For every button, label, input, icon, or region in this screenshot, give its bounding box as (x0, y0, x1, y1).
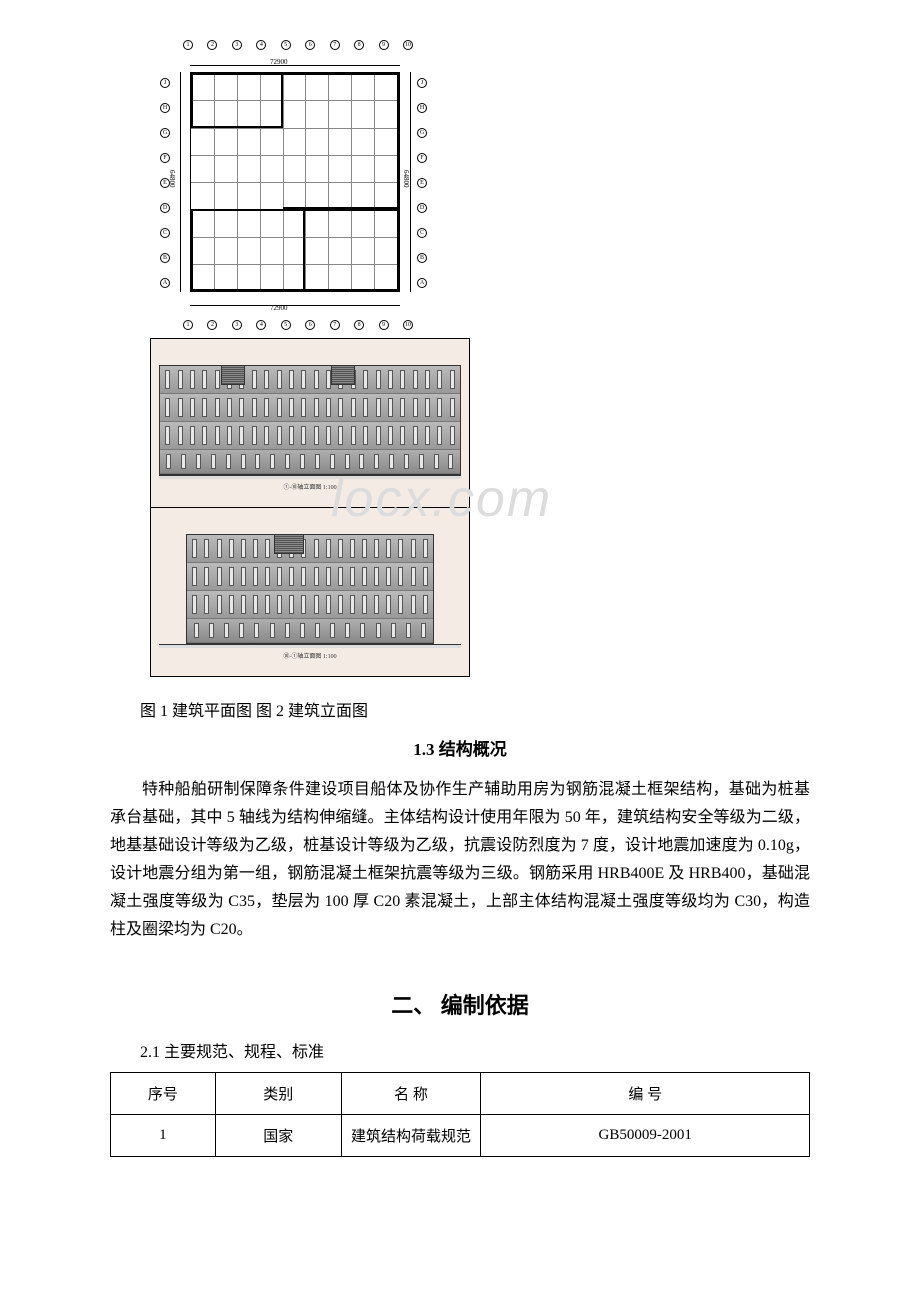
dim-line (180, 72, 181, 292)
axis-letter: F (160, 153, 170, 163)
ground-line (159, 644, 461, 648)
col-header-code: 编 号 (481, 1073, 810, 1115)
axis-num: 10 (403, 320, 413, 330)
axis-letter: B (417, 253, 427, 263)
axis-letter: J (160, 78, 170, 88)
axis-num: 2 (207, 40, 217, 50)
floor-row-ground (160, 450, 460, 474)
axis-letter: J (417, 78, 427, 88)
axis-num: 8 (354, 40, 364, 50)
elevation-caption: ①-⑩轴立面图 1:100 (159, 479, 461, 491)
axis-num: 3 (232, 40, 242, 50)
axis-labels-right: J H G F E D C B A (417, 78, 427, 288)
axis-num: 6 (305, 320, 315, 330)
section-1-3-body: 特种船舶研制保障条件建设项目船体及协作生产辅助用房为钢筋混凝土框架结构，基础为桩… (110, 776, 810, 944)
plan-grid (190, 72, 400, 292)
building-body (159, 365, 461, 475)
axis-letter: G (417, 128, 427, 138)
axis-letter: E (417, 178, 427, 188)
elevation-bottom: ⑩-①轴立面图 1:100 (151, 507, 469, 676)
axis-num: 1 (183, 320, 193, 330)
axis-letter: B (160, 253, 170, 263)
floor-row-ground (187, 619, 433, 643)
cell-seq: 1 (111, 1115, 216, 1157)
axis-letter: D (160, 203, 170, 213)
elevation-container: ①-⑩轴立面图 1:100 ⑩-①轴立面图 1:100 locx.com (150, 338, 470, 677)
axis-num: 2 (207, 320, 217, 330)
axis-num: 3 (232, 320, 242, 330)
axis-num: 4 (256, 320, 266, 330)
axis-letter: A (417, 278, 427, 288)
axis-num: 4 (256, 40, 266, 50)
section-2-heading: 二、 编制依据 (110, 988, 810, 1020)
elevation-top: ①-⑩轴立面图 1:100 (151, 339, 469, 507)
dim-line (190, 305, 400, 306)
axis-num: 7 (330, 40, 340, 50)
floor-row (160, 422, 460, 450)
axis-num: 10 (403, 40, 413, 50)
roof-tower-icon (274, 534, 304, 554)
elevation-caption: ⑩-①轴立面图 1:100 (159, 648, 461, 660)
axis-labels-top: 1 2 3 4 5 6 7 8 9 10 (183, 40, 413, 50)
floor-row (187, 563, 433, 591)
dim-horizontal-bottom: 72900 (270, 304, 288, 312)
axis-num: 9 (379, 320, 389, 330)
figure-area: 1 2 3 4 5 6 7 8 9 10 1 2 3 4 5 6 7 8 9 1… (110, 40, 810, 677)
axis-num: 5 (281, 320, 291, 330)
dim-vertical-right: 64800 (402, 170, 410, 188)
table-header-row: 序号 类别 名 称 编 号 (111, 1073, 810, 1115)
ground-line (159, 475, 461, 479)
section-1-3-heading: 1.3 结构概况 (110, 735, 810, 760)
floor-row (160, 366, 460, 394)
col-header-cat: 类别 (215, 1073, 341, 1115)
dim-vertical-left: 64800 (168, 170, 176, 188)
plan-outline-block (305, 209, 399, 291)
subsection-2-1: 2.1 主要规范、规程、标准 (140, 1038, 810, 1062)
roof-tower-icon (221, 365, 245, 385)
axis-letter: C (417, 228, 427, 238)
axis-num: 9 (379, 40, 389, 50)
plan-outline-block (191, 73, 283, 128)
floor-row (187, 535, 433, 563)
figure-caption: 图 1 建筑平面图 图 2 建筑立面图 (140, 697, 810, 721)
axis-letter: F (417, 153, 427, 163)
col-header-seq: 序号 (111, 1073, 216, 1115)
dim-line (190, 65, 400, 66)
roof-tower-icon (331, 365, 355, 385)
axis-letter: H (417, 103, 427, 113)
building-render (159, 534, 461, 648)
axis-num: 5 (281, 40, 291, 50)
axis-num: 6 (305, 40, 315, 50)
axis-labels-bottom: 1 2 3 4 5 6 7 8 9 10 (183, 320, 413, 330)
axis-num: 1 (183, 40, 193, 50)
plan-outline-block (283, 73, 399, 209)
spec-table: 序号 类别 名 称 编 号 1 国家 建筑结构荷载规范 GB50009-2001 (110, 1072, 810, 1157)
building-render (159, 365, 461, 479)
axis-letter: D (417, 203, 427, 213)
axis-letter: C (160, 228, 170, 238)
axis-letter: A (160, 278, 170, 288)
col-header-name: 名 称 (341, 1073, 481, 1115)
floor-row (187, 591, 433, 619)
building-body (186, 534, 434, 644)
cell-cat: 国家 (215, 1115, 341, 1157)
axis-num: 7 (330, 320, 340, 330)
floor-row (160, 394, 460, 422)
axis-num: 8 (354, 320, 364, 330)
table-row: 1 国家 建筑结构荷载规范 GB50009-2001 (111, 1115, 810, 1157)
dim-horizontal-top: 72900 (270, 58, 288, 66)
cell-name: 建筑结构荷载规范 (341, 1115, 481, 1157)
cell-code: GB50009-2001 (481, 1115, 810, 1157)
plan-diagram: 1 2 3 4 5 6 7 8 9 10 1 2 3 4 5 6 7 8 9 1… (150, 40, 430, 330)
axis-letter: G (160, 128, 170, 138)
plan-outline-block (191, 209, 305, 291)
axis-letter: H (160, 103, 170, 113)
